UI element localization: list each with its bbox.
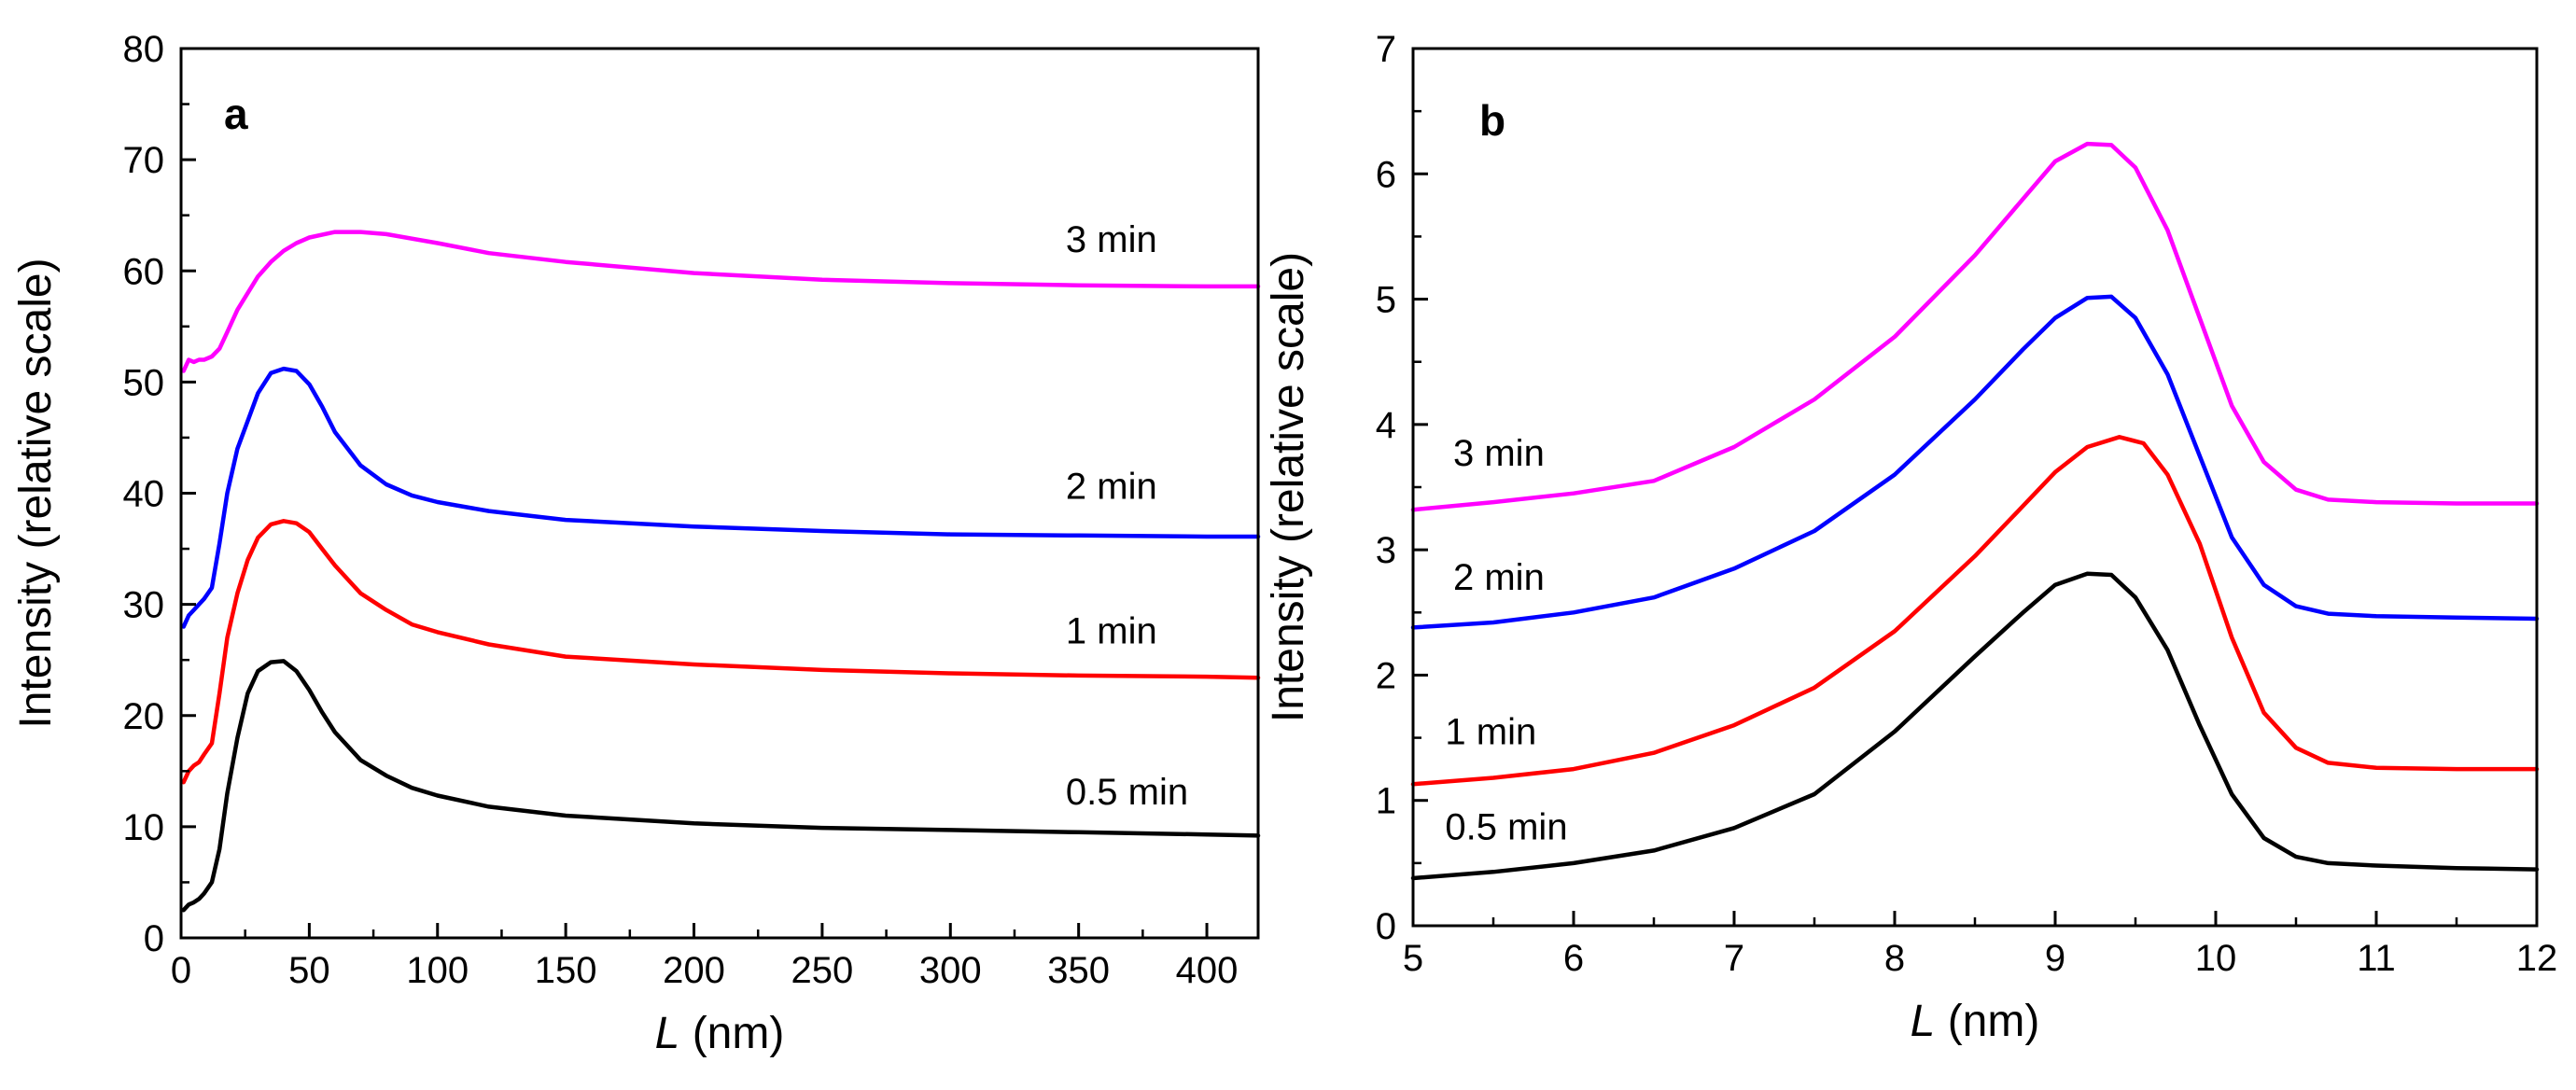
panel-b-y-tick-label: 0: [1376, 906, 1396, 947]
panel-a-series-label: 1 min: [1066, 610, 1157, 651]
panel-b-y-tick-label: 1: [1376, 781, 1396, 822]
panel-a-y-tick-label: 70: [123, 140, 165, 181]
panel-a-x-tick-label: 50: [288, 950, 330, 991]
panel-b-series-3-min: [1410, 141, 2540, 512]
panel-b-x-tick-label: 8: [1884, 938, 1905, 979]
panel-b-x-tick-label: 10: [2195, 938, 2237, 979]
panel-b-x-tick-label: 6: [1563, 938, 1584, 979]
panel-b-series-0_5-min: [1410, 571, 2540, 881]
panel-a-y-tick-label: 0: [144, 918, 164, 959]
panel-a-y-tick-label: 40: [123, 474, 165, 515]
panel-a-y-tick-label: 20: [123, 696, 165, 737]
panel-a-x-tick-label: 150: [535, 950, 597, 991]
panel-a-series-3-min: [181, 230, 1261, 373]
panel-b-letter: b: [1479, 96, 1505, 145]
panel-b-series-label: 1 min: [1445, 711, 1536, 752]
panel-a-letter: a: [224, 90, 248, 138]
panel-b-series-1-min: [1410, 435, 2540, 787]
panel-b-y-tick-label: 5: [1376, 280, 1396, 321]
panel-a-y-tick-label: 30: [123, 585, 165, 626]
panel-a-y-tick-label: 60: [123, 251, 165, 292]
panel-a-y-tick-label: 10: [123, 807, 165, 848]
panel-b-series-label: 2 min: [1453, 557, 1545, 598]
panel-b-x-axis-label: L (nm): [1911, 997, 2040, 1046]
panel-b-series-2-min: [1410, 294, 2540, 630]
panel-a-series-label: 0.5 min: [1066, 772, 1188, 813]
panel-a-x-tick-label: 400: [1176, 950, 1239, 991]
panel-b-y-tick-label: 3: [1376, 530, 1396, 571]
panel-a-x-tick-label: 0: [171, 950, 191, 991]
panel-b-series-label: 0.5 min: [1445, 806, 1567, 847]
panel-b-y-tick-label: 6: [1376, 154, 1396, 195]
panel-a-x-tick-label: 300: [919, 950, 982, 991]
panel-a-y-tick-label: 80: [123, 29, 165, 70]
panel-a-y-axis-label: Intensity (relative scale): [11, 258, 61, 728]
panel-a-x-tick-label: 200: [663, 950, 725, 991]
panel-a-x-tick-label: 250: [791, 950, 854, 991]
panel-b-x-tick-label: 11: [2357, 938, 2396, 979]
panel-a: 0 50 100 150 200 250 300 350 400 0 10 20 30 40 50 60 70 8…: [11, 29, 1261, 1058]
panel-b-x-tick-label: 5: [1403, 938, 1423, 979]
panel-a-series-1-min: [181, 519, 1261, 785]
panel-a-series-label: 3 min: [1066, 219, 1157, 260]
panel-b-y-tick-label: 7: [1376, 29, 1396, 70]
panel-b-series-label: 3 min: [1453, 433, 1545, 474]
panel-b-y-axis-label: Intensity (relative scale): [1264, 252, 1313, 722]
panel-a-x-tick-label: 350: [1047, 950, 1110, 991]
panel-b-x-tick-label: 9: [2045, 938, 2065, 979]
panel-b-y-tick-label: 4: [1376, 405, 1396, 446]
panel-b-y-tick-label: 2: [1376, 655, 1396, 696]
panel-b-x-tick-label: 12: [2516, 938, 2558, 979]
panel-a-x-axis-label: L (nm): [655, 1009, 785, 1058]
panel-a-series-2-min: [181, 366, 1261, 629]
panel-b-x-tick-label: 7: [1724, 938, 1744, 979]
panel-a-series-0_5-min: [181, 659, 1261, 913]
panel-a-series-label: 2 min: [1066, 466, 1157, 507]
panel-a-x-tick-label: 100: [406, 950, 469, 991]
panel-a-y-tick-label: 50: [123, 362, 165, 403]
